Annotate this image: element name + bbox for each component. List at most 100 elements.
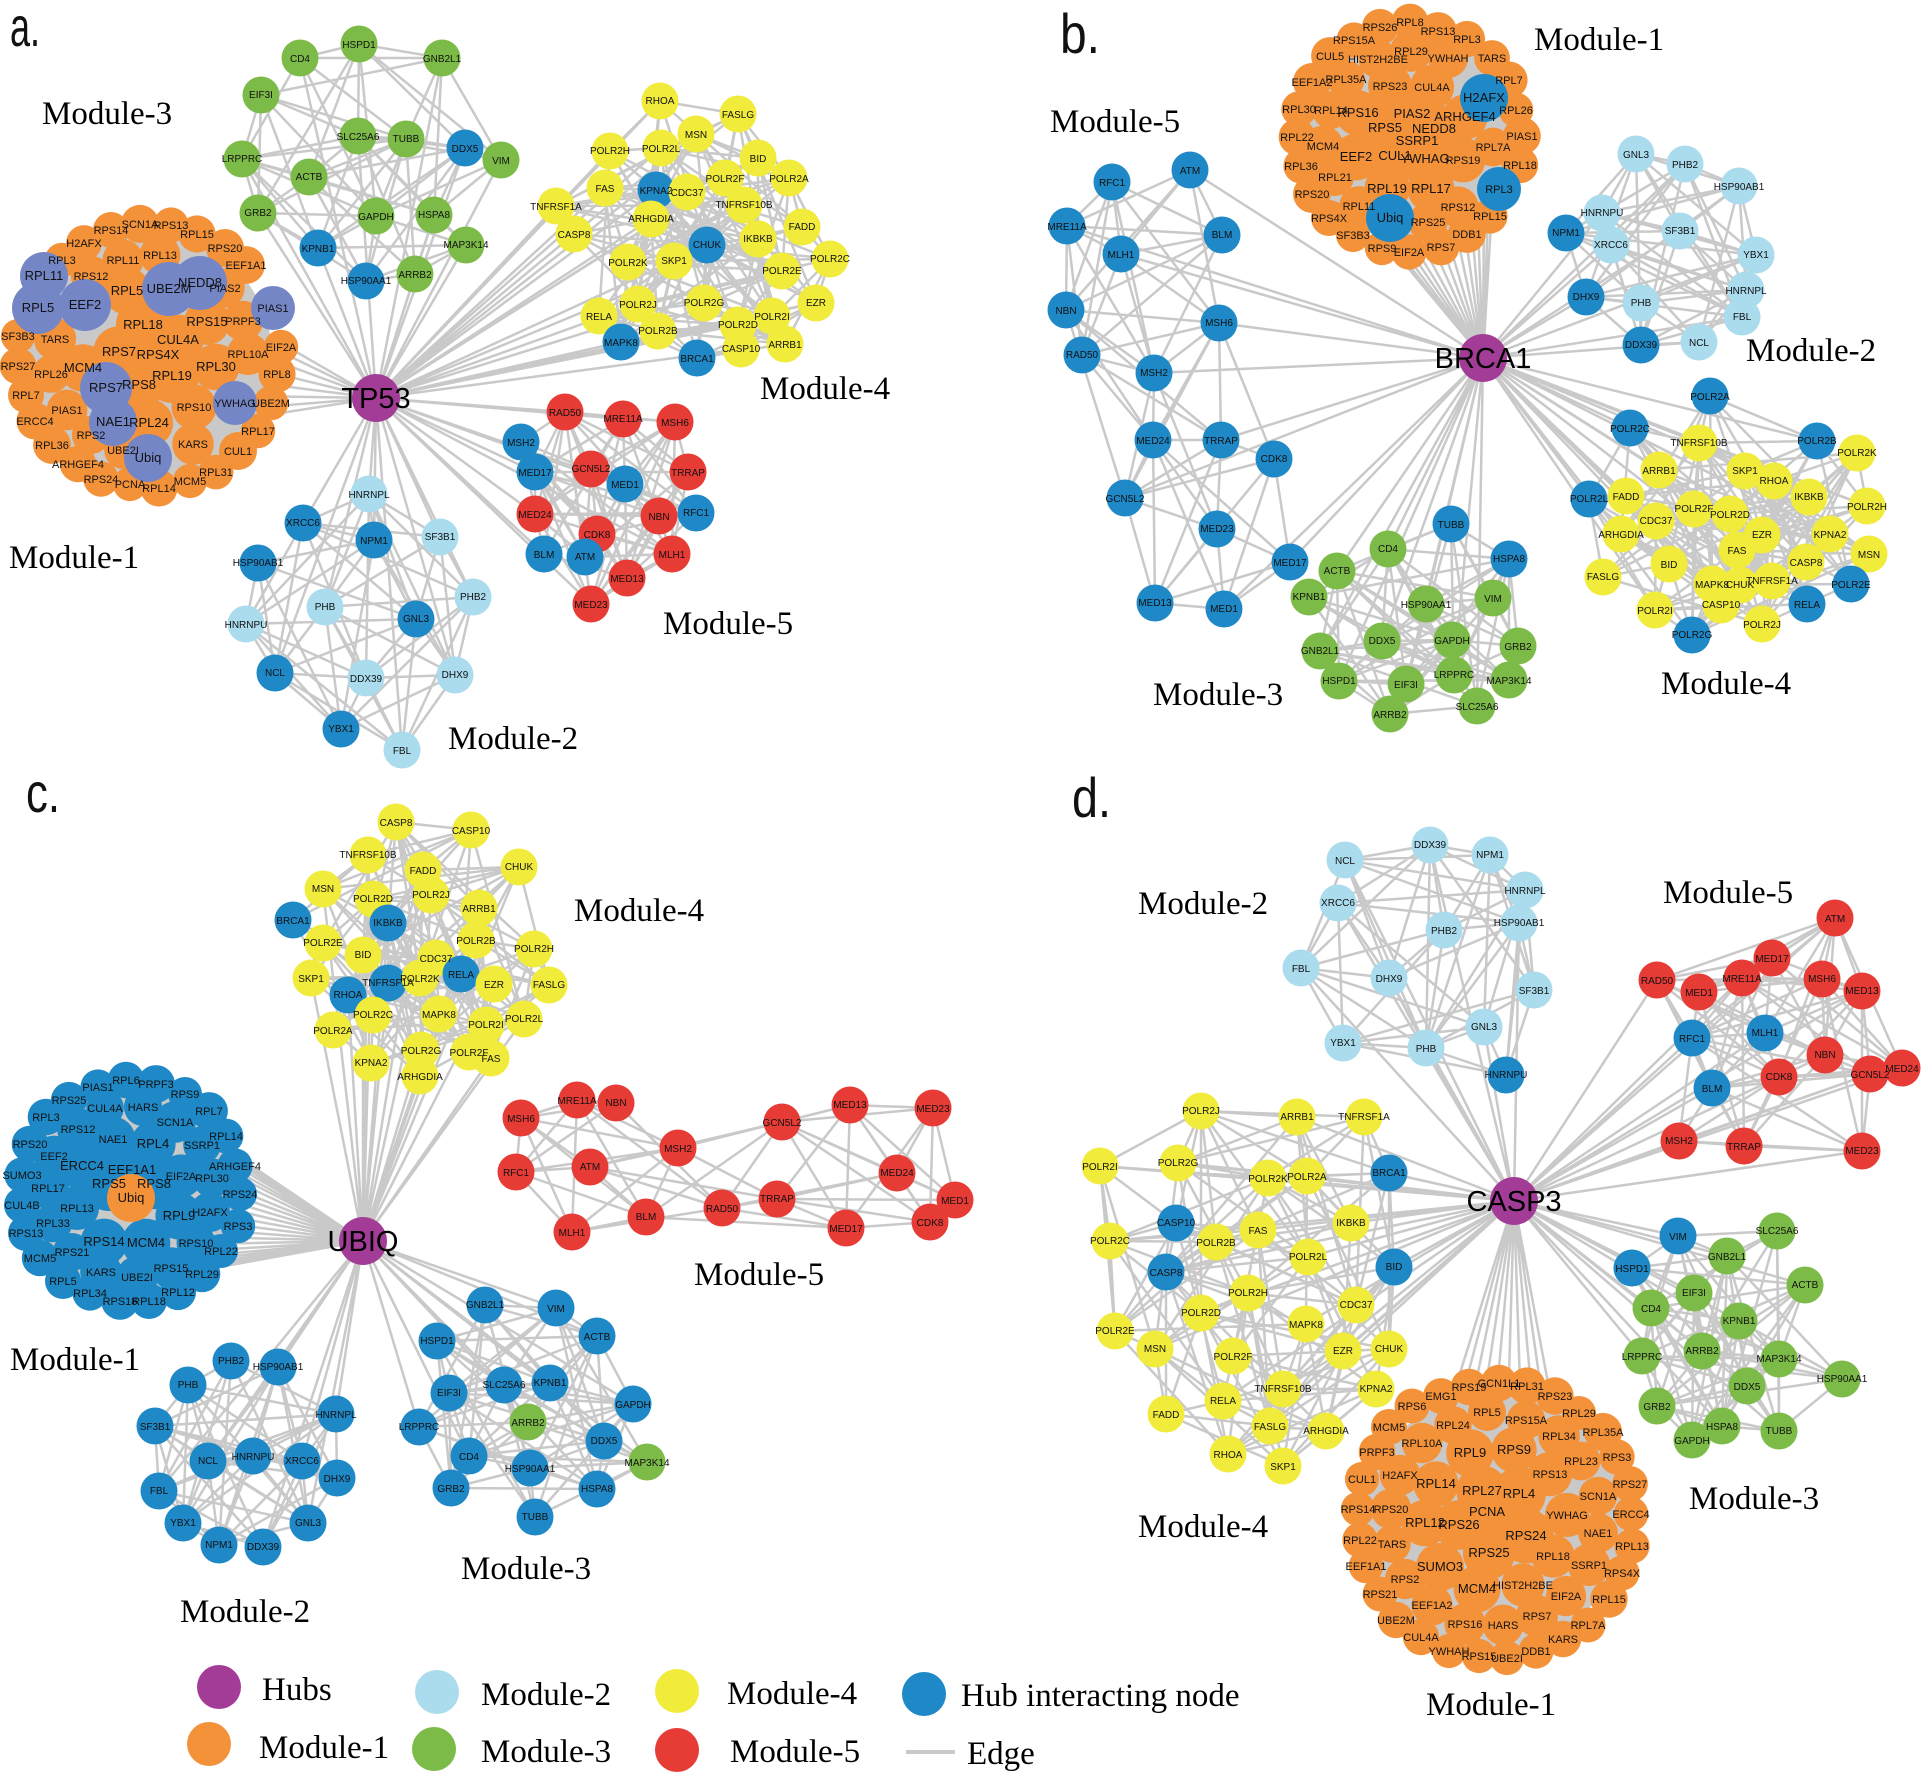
- svg-text:RPS9: RPS9: [171, 1089, 200, 1101]
- svg-text:CDK8: CDK8: [1766, 1072, 1793, 1083]
- svg-text:RPL7A: RPL7A: [1476, 142, 1512, 154]
- svg-text:EIF3I: EIF3I: [1394, 680, 1418, 691]
- svg-text:POLR2K: POLR2K: [1837, 448, 1877, 459]
- svg-text:SUMO3: SUMO3: [2, 1170, 41, 1182]
- svg-text:MCM4: MCM4: [1307, 141, 1339, 153]
- svg-text:RPL10A: RPL10A: [1402, 1438, 1444, 1450]
- svg-text:RPL3: RPL3: [1485, 184, 1513, 196]
- svg-text:MED13: MED13: [1845, 986, 1879, 997]
- svg-text:RPS8: RPS8: [122, 377, 156, 392]
- svg-text:Module-1: Module-1: [1426, 1687, 1556, 1723]
- svg-text:BID: BID: [1386, 1262, 1403, 1273]
- svg-text:POLR2H: POLR2H: [1228, 1288, 1268, 1299]
- svg-text:POLR2H: POLR2H: [590, 146, 630, 157]
- svg-text:RPL13: RPL13: [143, 250, 177, 262]
- svg-text:ATM: ATM: [1825, 914, 1845, 925]
- svg-text:RPS25: RPS25: [1468, 1545, 1509, 1560]
- svg-text:POLR2D: POLR2D: [353, 894, 393, 905]
- svg-text:TNFRSF10B: TNFRSF10B: [339, 850, 397, 861]
- svg-text:IKBKB: IKBKB: [1794, 492, 1824, 503]
- svg-text:RPS15: RPS15: [186, 314, 227, 329]
- svg-text:RPL18: RPL18: [1536, 1551, 1570, 1563]
- svg-text:RPS19: RPS19: [1452, 1382, 1487, 1394]
- svg-text:CUL4A: CUL4A: [87, 1103, 123, 1115]
- svg-text:RHOA: RHOA: [334, 990, 363, 1001]
- svg-text:ATM: ATM: [580, 1162, 600, 1173]
- svg-text:Module-4: Module-4: [760, 371, 890, 407]
- svg-text:MSH2: MSH2: [507, 438, 535, 449]
- svg-text:POLR2I: POLR2I: [754, 312, 790, 323]
- svg-text:RPS6: RPS6: [1398, 1401, 1427, 1413]
- svg-text:PCNA: PCNA: [115, 479, 146, 491]
- svg-text:Module-3: Module-3: [481, 1734, 611, 1770]
- svg-text:BRCA1: BRCA1: [1372, 1168, 1406, 1179]
- svg-text:MCM4: MCM4: [64, 360, 102, 375]
- svg-text:RPL30: RPL30: [1282, 104, 1316, 116]
- svg-text:RPL5: RPL5: [111, 283, 144, 298]
- svg-text:BLM: BLM: [1212, 230, 1233, 241]
- svg-text:MED1: MED1: [1685, 988, 1713, 999]
- svg-text:FASLG: FASLG: [1587, 572, 1619, 583]
- svg-text:RELA: RELA: [1210, 1396, 1236, 1407]
- svg-text:RPS20: RPS20: [13, 1139, 48, 1151]
- svg-text:RPL5: RPL5: [49, 1276, 77, 1288]
- svg-text:MCM5: MCM5: [174, 476, 206, 488]
- svg-text:RPL18: RPL18: [123, 317, 163, 332]
- svg-text:DDX5: DDX5: [1369, 636, 1396, 647]
- svg-text:KPNA2: KPNA2: [1360, 1384, 1393, 1395]
- svg-text:RPL19: RPL19: [152, 368, 192, 383]
- svg-text:KPNA2: KPNA2: [355, 1058, 388, 1069]
- svg-text:POLR2K: POLR2K: [400, 974, 440, 985]
- svg-text:MED17: MED17: [829, 1224, 863, 1235]
- svg-text:RPL36: RPL36: [1284, 161, 1318, 173]
- svg-text:RPS9: RPS9: [1497, 1442, 1531, 1457]
- svg-text:NBN: NBN: [648, 512, 669, 523]
- svg-text:RPL11: RPL11: [1343, 201, 1376, 213]
- svg-text:DDX5: DDX5: [1734, 1382, 1761, 1393]
- svg-text:IKBKB: IKBKB: [743, 234, 773, 245]
- svg-text:RPL34: RPL34: [1542, 1431, 1576, 1443]
- svg-text:ACTB: ACTB: [1792, 1280, 1819, 1291]
- svg-text:NPM1: NPM1: [205, 1540, 233, 1551]
- svg-text:ERCC4: ERCC4: [1612, 1509, 1649, 1521]
- svg-text:EMG1: EMG1: [1425, 1391, 1456, 1403]
- svg-text:H2AFX: H2AFX: [1463, 90, 1505, 105]
- svg-text:POLR2B: POLR2B: [638, 326, 678, 337]
- svg-text:RPL22: RPL22: [1343, 1535, 1377, 1547]
- svg-text:Module-4: Module-4: [574, 893, 704, 929]
- svg-text:RPL29: RPL29: [185, 1269, 219, 1281]
- svg-text:GRB2: GRB2: [244, 208, 272, 219]
- svg-text:HNRNPL: HNRNPL: [315, 1410, 357, 1421]
- svg-text:RPS8: RPS8: [137, 1176, 171, 1191]
- svg-text:KPNA2: KPNA2: [1814, 530, 1847, 541]
- svg-text:RPL31: RPL31: [199, 467, 233, 479]
- svg-text:RFC1: RFC1: [1679, 1034, 1706, 1045]
- svg-text:RPS25: RPS25: [52, 1095, 87, 1107]
- svg-text:HSPA8: HSPA8: [418, 210, 450, 221]
- svg-text:DDX39: DDX39: [247, 1542, 280, 1553]
- svg-text:RPS13: RPS13: [1533, 1469, 1568, 1481]
- svg-text:IKBKB: IKBKB: [373, 918, 403, 929]
- svg-text:RPL3: RPL3: [1453, 34, 1481, 46]
- svg-text:POLR2C: POLR2C: [810, 254, 850, 265]
- svg-text:XRCC6: XRCC6: [286, 518, 320, 529]
- svg-text:RPL22: RPL22: [204, 1246, 238, 1258]
- svg-text:RAD50: RAD50: [706, 1204, 739, 1215]
- svg-text:MAP3K14: MAP3K14: [443, 240, 488, 251]
- svg-text:RPS7: RPS7: [102, 344, 136, 359]
- svg-text:RPL8: RPL8: [263, 369, 291, 381]
- svg-text:POLR2G: POLR2G: [684, 298, 725, 309]
- svg-text:RPL10A: RPL10A: [228, 349, 270, 361]
- svg-text:YWHAH: YWHAH: [1428, 53, 1469, 65]
- svg-text:RHOA: RHOA: [646, 96, 675, 107]
- svg-text:MED24: MED24: [518, 510, 552, 521]
- svg-text:Edge: Edge: [967, 1736, 1035, 1772]
- svg-text:NPM1: NPM1: [1476, 850, 1504, 861]
- svg-text:RPS24: RPS24: [1505, 1528, 1546, 1543]
- svg-text:HSPA8: HSPA8: [581, 1484, 613, 1495]
- svg-text:TRRAP: TRRAP: [1204, 436, 1238, 447]
- svg-text:TNFRSF1A: TNFRSF1A: [530, 202, 582, 213]
- svg-text:RPS12: RPS12: [74, 271, 109, 283]
- svg-text:MED24: MED24: [880, 1168, 914, 1179]
- svg-text:CD4: CD4: [459, 1452, 479, 1463]
